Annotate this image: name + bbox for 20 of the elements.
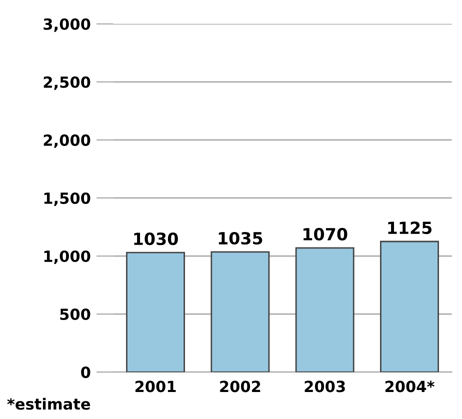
bar [380, 240, 439, 372]
bar [126, 252, 185, 372]
y-tick-label: 500 [60, 308, 90, 320]
x-tick-label: 2002 [220, 380, 260, 392]
data-label: 1070 [304, 228, 348, 240]
y-tick-label: 2,500 [44, 76, 90, 90]
bar [295, 247, 354, 372]
y-tick-label: 0 [81, 366, 90, 378]
y-tick-label: 1,500 [44, 192, 90, 206]
x-tick-label: 2004* [385, 380, 434, 392]
data-label: 1125 [388, 222, 432, 234]
y-tick-label: 2,000 [44, 134, 90, 148]
data-label: 1035 [218, 232, 262, 245]
x-tick-label: 2003 [304, 380, 345, 392]
bar [210, 251, 270, 372]
x-tick-label: 2001 [135, 380, 176, 392]
text: *estimate [7, 398, 90, 410]
y-tick-label: 1,000 [44, 250, 90, 264]
data-label: 1030 [134, 232, 178, 246]
y-tick-label: 3,000 [44, 18, 90, 32]
